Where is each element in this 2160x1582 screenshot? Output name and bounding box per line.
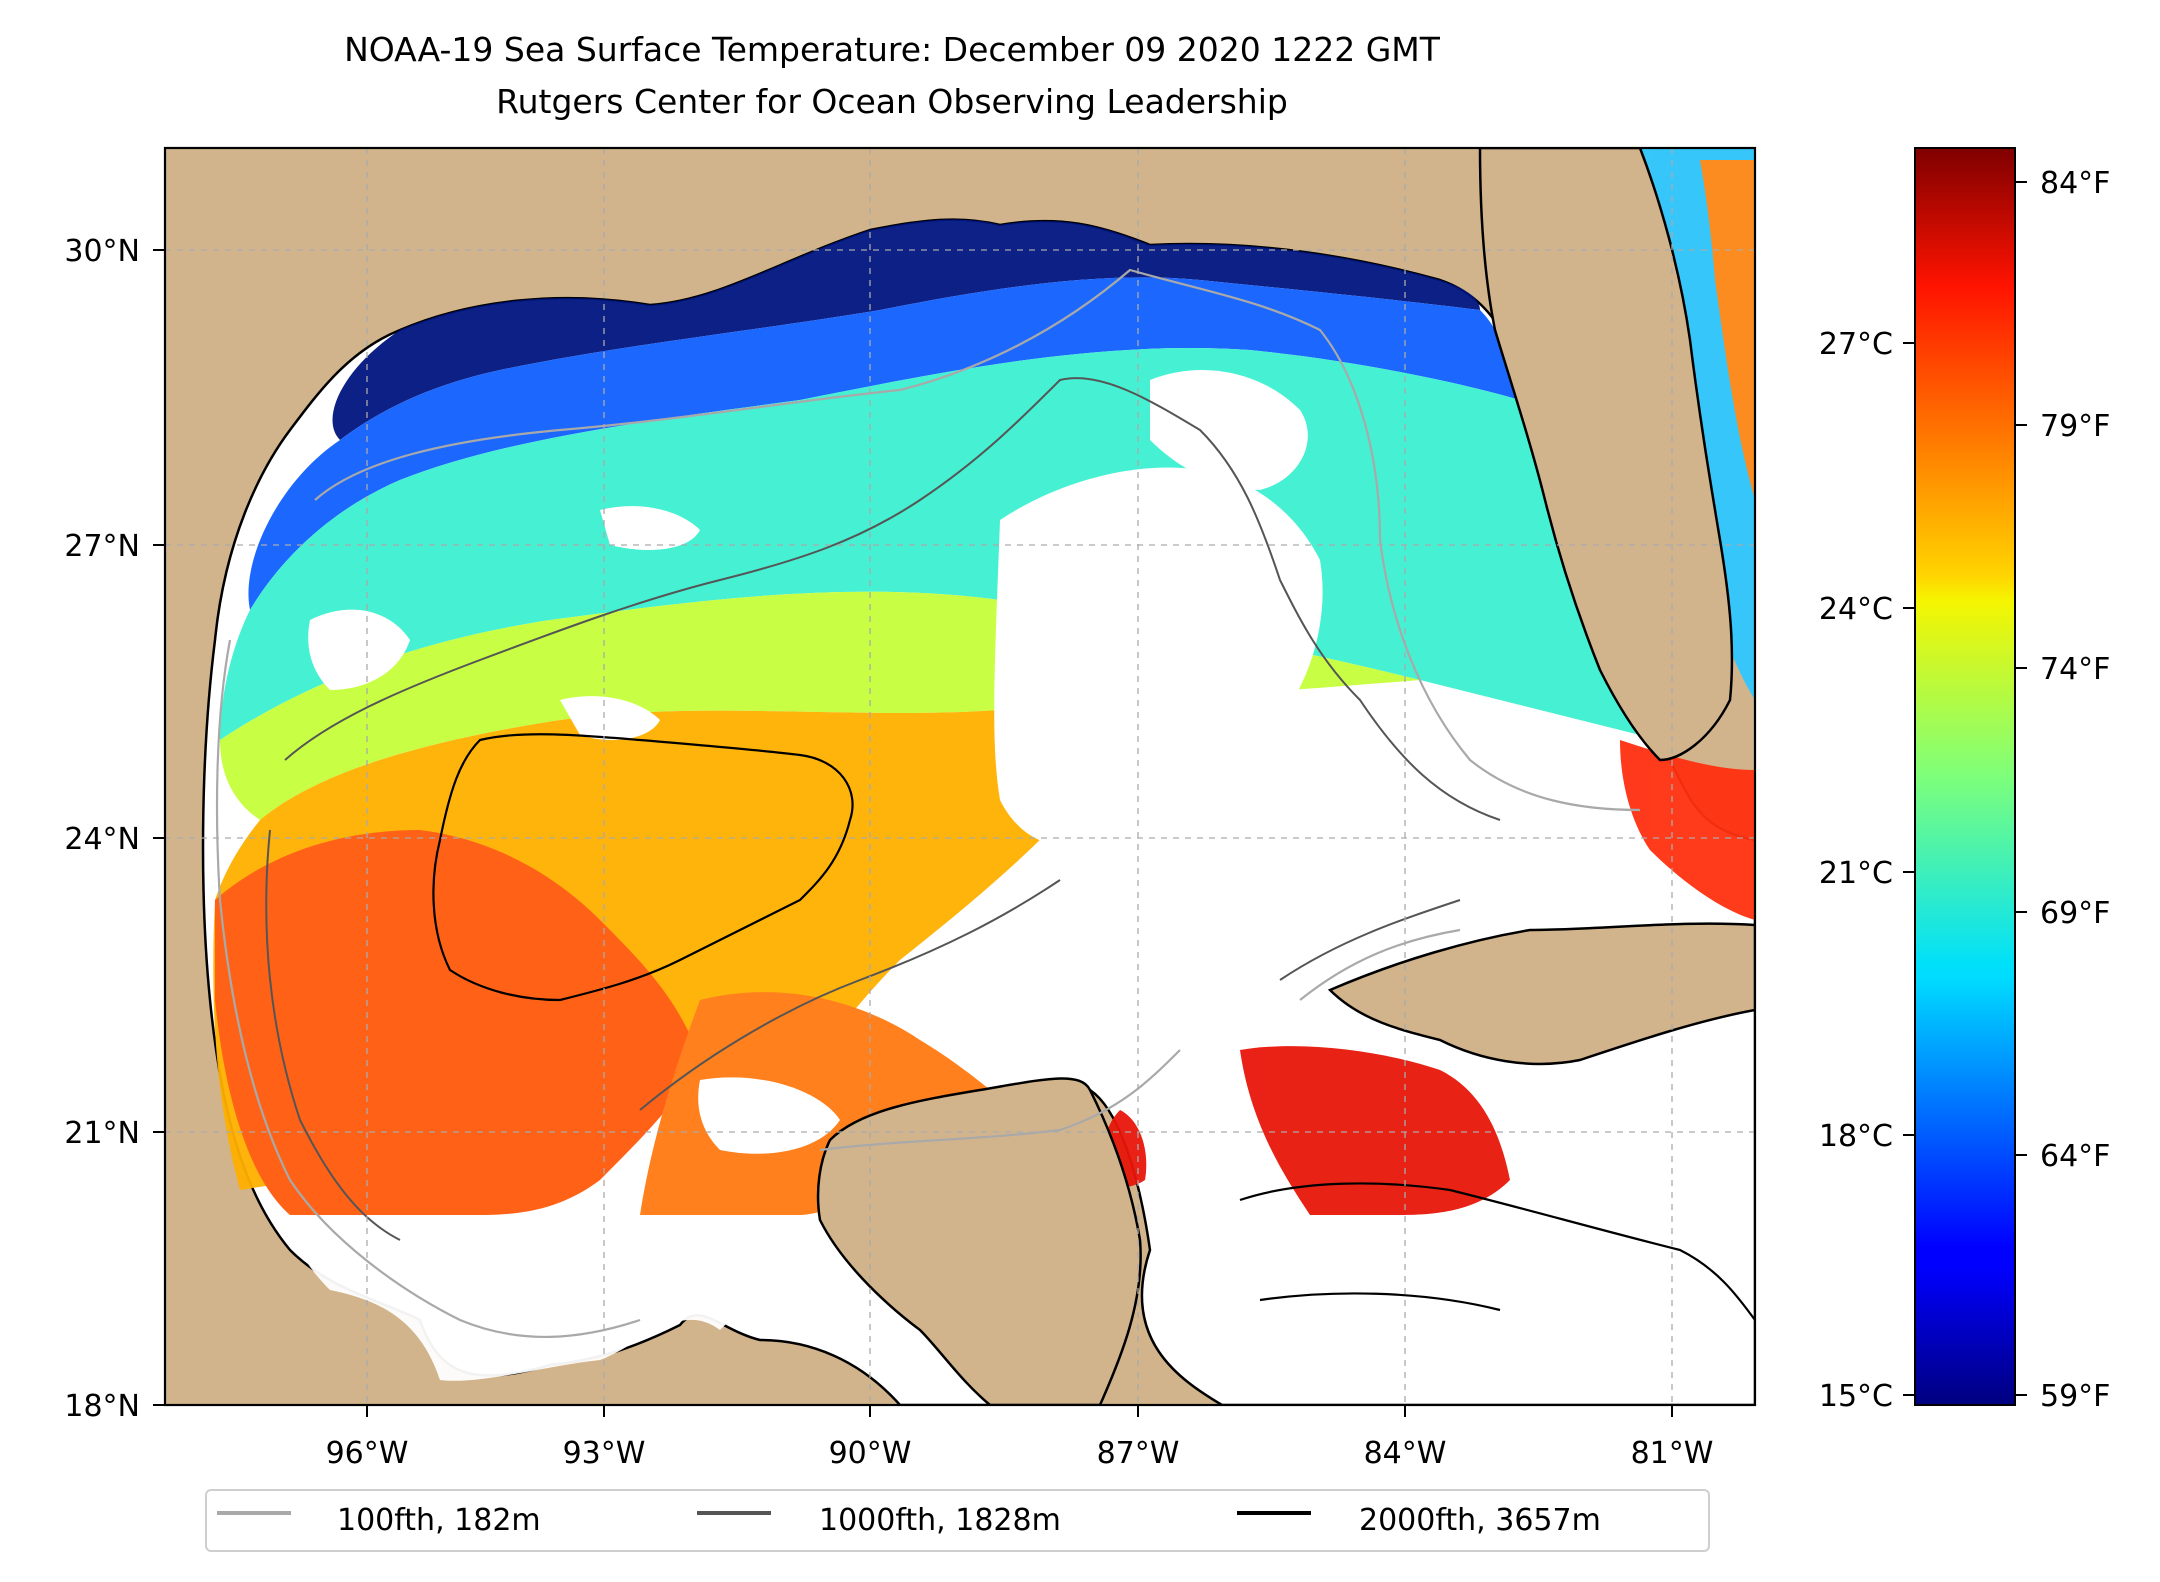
fahrenheit-tick-label: 64°F bbox=[2040, 1139, 2110, 1174]
fahrenheit-tick-label: 79°F bbox=[2040, 409, 2110, 444]
florida-peninsula bbox=[1478, 148, 1734, 762]
lon-tick-label: 84°W bbox=[1364, 1436, 1447, 1471]
legend-swatch-2000fth bbox=[1237, 1511, 1311, 1515]
chart-subtitle: Rutgers Center for Ocean Observing Leade… bbox=[496, 82, 1288, 121]
legend-label-100fth: 100fth, 182m bbox=[337, 1503, 541, 1538]
yucatan-peninsula bbox=[816, 1077, 1142, 1405]
latitude-axis bbox=[153, 249, 165, 1406]
map-gridlines bbox=[165, 148, 1755, 1405]
lat-tick-label: 30°N bbox=[64, 234, 140, 269]
chart-title: NOAA-19 Sea Surface Temperature: Decembe… bbox=[344, 30, 1440, 69]
isobath-100fth bbox=[215, 268, 1641, 1338]
lat-tick-label: 24°N bbox=[64, 822, 140, 857]
cuba-island bbox=[1327, 922, 1755, 1066]
longitude-axis bbox=[366, 1405, 1673, 1417]
celsius-tick-label: 24°C bbox=[1819, 592, 1893, 627]
lon-tick-label: 90°W bbox=[829, 1436, 912, 1471]
sst-data-layer bbox=[213, 148, 1755, 1381]
lon-tick-label: 87°W bbox=[1097, 1436, 1180, 1471]
celsius-tick-label: 27°C bbox=[1819, 327, 1893, 362]
isobath-1000fth bbox=[265, 377, 1501, 1241]
celsius-tick-label: 18°C bbox=[1819, 1119, 1893, 1154]
isobath-2000fth bbox=[432, 733, 1755, 1321]
map-frame bbox=[163, 146, 1757, 1407]
colorbar-celsius-axis bbox=[1903, 342, 1915, 1396]
fahrenheit-tick-label: 59°F bbox=[2040, 1379, 2110, 1414]
bathymetry-contours bbox=[215, 268, 1755, 1338]
fahrenheit-tick-label: 74°F bbox=[2040, 652, 2110, 687]
lon-tick-label: 93°W bbox=[563, 1436, 646, 1471]
celsius-tick-label: 21°C bbox=[1819, 856, 1893, 891]
lat-tick-label: 21°N bbox=[64, 1116, 140, 1151]
lat-tick-label: 27°N bbox=[64, 529, 140, 564]
fahrenheit-tick-label: 84°F bbox=[2040, 166, 2110, 201]
legend-label-1000fth: 1000fth, 1828m bbox=[819, 1503, 1061, 1538]
lon-tick-label: 96°W bbox=[326, 1436, 409, 1471]
colorbar bbox=[1914, 147, 2016, 1406]
contour-legend: 100fth, 182m 1000fth, 1828m 2000fth, 365… bbox=[205, 1489, 1710, 1552]
map-area bbox=[165, 148, 1755, 1405]
legend-swatch-100fth bbox=[217, 1511, 291, 1515]
lon-tick-label: 81°W bbox=[1631, 1436, 1714, 1471]
fahrenheit-tick-label: 69°F bbox=[2040, 896, 2110, 931]
legend-label-2000fth: 2000fth, 3657m bbox=[1359, 1503, 1601, 1538]
celsius-tick-label: 15°C bbox=[1819, 1379, 1893, 1414]
lat-tick-label: 18°N bbox=[64, 1389, 140, 1424]
legend-swatch-1000fth bbox=[697, 1511, 771, 1515]
colorbar-fahrenheit-axis bbox=[2015, 181, 2027, 1396]
